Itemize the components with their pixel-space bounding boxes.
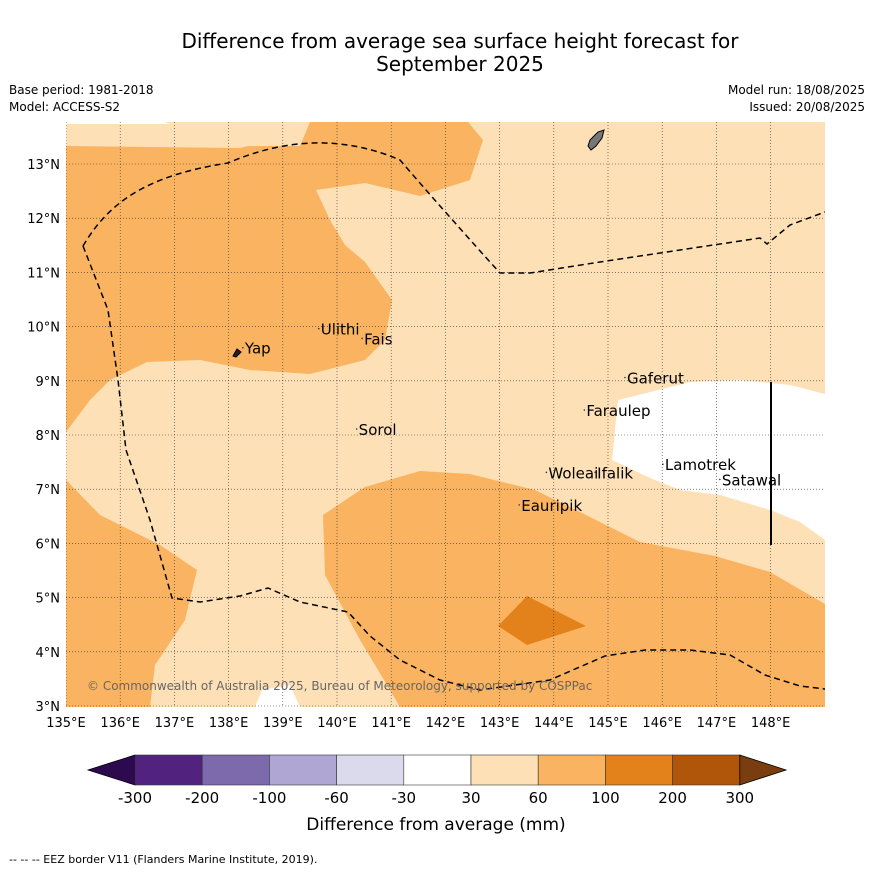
colorbar-extend-high	[739, 754, 788, 786]
contour-100-200	[498, 596, 586, 645]
place-label: Lamotrek	[665, 456, 736, 474]
place-label: Fais	[364, 330, 393, 348]
colorbar-extend-low	[86, 754, 136, 786]
issued-label: Issued: 20/08/2025	[749, 100, 865, 114]
colorbar-segment	[605, 754, 673, 786]
map-title-line2: September 2025	[376, 52, 544, 76]
map-title-line1: Difference from average sea surface heig…	[181, 29, 739, 53]
lon-tick-label: 143°E	[480, 716, 520, 731]
place-marker	[242, 346, 244, 349]
colorbar-tick-label: 60	[529, 789, 548, 807]
yap-island-shape	[232, 348, 242, 358]
model-label: Model: ACCESS-S2	[9, 100, 121, 114]
lon-tick-label: 145°E	[588, 716, 628, 731]
lon-tick-label: 139°E	[263, 716, 303, 731]
colorbar-segment	[470, 754, 539, 786]
lat-tick-label: 9°N	[36, 375, 61, 390]
lon-tick-label: 136°E	[100, 716, 140, 731]
contour-60-100-southwest	[66, 480, 197, 707]
lon-tick-label: 146°E	[642, 716, 682, 731]
colorbar-tick-label: -300	[118, 789, 152, 807]
place-marker	[594, 471, 596, 474]
contour-60-100-south	[323, 471, 825, 707]
colorbar-tick-label: 300	[725, 789, 754, 807]
lon-tick-label: 137°E	[155, 716, 195, 731]
colorbar-segment	[269, 754, 337, 786]
colorbar-segment	[403, 754, 472, 786]
place-label: Yap	[244, 340, 271, 358]
colorbar-segment	[134, 754, 203, 786]
colorbar-tick-label: 30	[461, 789, 480, 807]
lat-tick-label: 11°N	[27, 266, 60, 281]
place-marker	[317, 327, 320, 330]
copyright-text: © Commonwealth of Australia 2025, Bureau…	[87, 679, 592, 693]
contour-near-average-south	[255, 685, 300, 707]
lat-tick-label: 4°N	[36, 646, 61, 661]
lon-tick-label: 144°E	[534, 716, 574, 731]
colorbar-tick-label: 200	[658, 789, 687, 807]
model-run-label: Model run: 18/08/2025	[727, 83, 865, 97]
place-label: Satawal	[722, 471, 781, 489]
place-label: Faraulep	[586, 402, 650, 420]
contour-30-60-north	[66, 122, 290, 148]
lat-tick-label: 3°N	[36, 700, 61, 715]
place-label: Ifalik	[597, 464, 633, 482]
eez-footnote: -- -- -- EEZ border V11 (Flanders Marine…	[9, 853, 318, 866]
lon-tick-label: 147°E	[697, 716, 737, 731]
lat-tick-label: 6°N	[36, 537, 61, 552]
colorbar-segment	[336, 754, 405, 786]
lon-tick-label: 140°E	[317, 716, 357, 731]
colorbar-segment	[201, 754, 270, 786]
place-label: Eauripik	[521, 497, 582, 515]
colorbar-tick-label: -100	[252, 789, 286, 807]
lon-tick-label: 148°E	[751, 716, 791, 731]
place-label: Sorol	[359, 421, 397, 439]
lat-tick-label: 10°N	[27, 321, 60, 336]
lon-tick-label: 141°E	[371, 716, 411, 731]
place-marker	[361, 337, 363, 340]
lat-tick-label: 12°N	[27, 212, 60, 227]
colorbar-tick-label: -30	[392, 789, 417, 807]
colorbar: -300 -200 -100 -60 -30 30 60 100 200 300	[86, 754, 788, 807]
place-label: Gaferut	[627, 370, 684, 388]
place-label: Woleai	[548, 464, 598, 482]
lat-tick-label: 5°N	[36, 592, 61, 607]
place-marker	[662, 463, 664, 466]
contour-60-100-northwest	[66, 122, 483, 432]
colorbar-tick-label: -200	[185, 789, 219, 807]
place-marker	[518, 504, 521, 506]
graticule	[66, 122, 825, 707]
lat-tick-label: 13°N	[27, 158, 60, 173]
axis-ticks: 135°E 136°E 137°E 138°E 139°E 140°E 141°E 142°E…	[27, 158, 790, 731]
base-period-label: Base period: 1981-2018	[9, 83, 154, 97]
place-marker	[355, 428, 358, 430]
guam-island-shape	[587, 129, 605, 151]
lon-tick-label: 138°E	[209, 716, 249, 731]
lon-tick-label: 142°E	[426, 716, 466, 731]
place-marker	[583, 409, 586, 411]
colorbar-tick-label: 100	[591, 789, 620, 807]
eez-border-south	[82, 245, 825, 691]
colorbar-title: Difference from average (mm)	[306, 815, 565, 835]
lon-tick-label: 135°E	[46, 716, 86, 731]
place-marker	[624, 376, 626, 379]
place-marker	[719, 478, 721, 481]
lat-tick-label: 8°N	[36, 429, 61, 444]
lat-tick-label: 7°N	[36, 483, 61, 498]
place-marker	[545, 471, 548, 474]
eez-border-north	[82, 142, 825, 274]
place-label: Ulithi	[321, 321, 360, 339]
colorbar-segment	[672, 754, 741, 786]
colorbar-tick-label: -60	[324, 789, 349, 807]
colorbar-segment	[537, 754, 606, 786]
